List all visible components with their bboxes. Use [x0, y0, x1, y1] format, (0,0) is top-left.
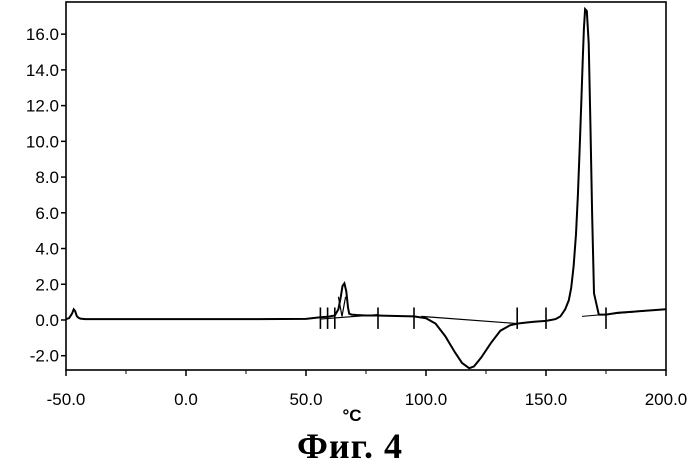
y-tick-label: 12.0	[26, 97, 59, 116]
x-tick-label: 50.0	[289, 390, 322, 409]
x-tick-label: 200.0	[645, 390, 688, 409]
x-axis-unit-label: °C	[342, 406, 361, 425]
y-tick-label: 6.0	[35, 204, 59, 223]
y-tick-label: 8.0	[35, 168, 59, 187]
y-tick-label: 14.0	[26, 61, 59, 80]
y-tick-label: -2.0	[30, 347, 59, 366]
y-tick-label: 10.0	[26, 132, 59, 151]
y-tick-label: 4.0	[35, 240, 59, 259]
x-tick-label: -50.0	[47, 390, 86, 409]
axis-ticks: -50.0 0.0 50.0 100.0 150.0 200.0 -2.0 0.0 2.0 4.0…	[26, 25, 687, 409]
y-tick-label: 16.0	[26, 25, 59, 44]
y-tick-label: 2.0	[35, 275, 59, 294]
x-tick-label: 150.0	[525, 390, 568, 409]
x-tick-label: 100.0	[405, 390, 448, 409]
y-tick-label: 0.0	[35, 311, 59, 330]
figure-caption: Фиг. 4	[0, 425, 700, 467]
thermogram-curve	[66, 9, 666, 368]
dsc-chart: -50.0 0.0 50.0 100.0 150.0 200.0 -2.0 0.0 2.0 4.0…	[0, 0, 700, 425]
x-tick-label: 0.0	[174, 390, 198, 409]
